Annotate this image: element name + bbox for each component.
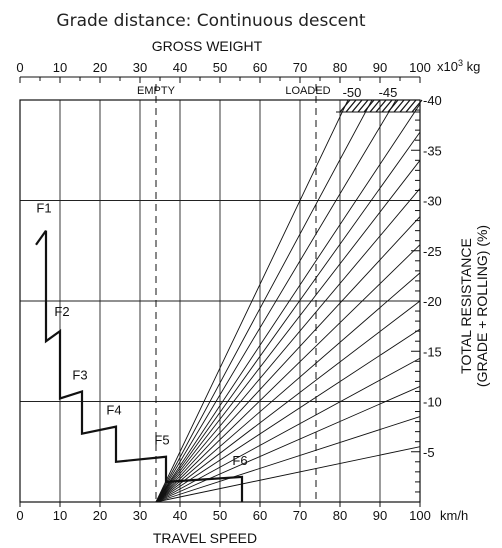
bottom-axis-tick-label: 70 [293, 508, 307, 523]
hatch-stroke [381, 99, 393, 113]
right-axis-ticks: -40 -35 -30 -25 -20 -15 -10 -5 [411, 93, 442, 493]
right-axis-tick-label: -20 [423, 294, 442, 309]
right-axis-label-line2: (GRADE + ROLLING) (%) [474, 225, 490, 387]
gear-label-f4: F4 [106, 403, 121, 418]
top-axis-unit-prefix: x10 [437, 59, 458, 74]
resistance-line [155, 328, 421, 503]
hatch-stroke [375, 99, 387, 113]
top-axis-tick-label: 30 [133, 60, 147, 75]
gear-label-f2: F2 [54, 304, 69, 319]
gear-curve-start [35, 230, 47, 246]
resistance-line [155, 386, 421, 503]
right-axis-title: TOTAL RESISTANCE (GRADE + ROLLING) (%) [458, 225, 490, 387]
resistance-line [155, 99, 373, 503]
bottom-axis-ticks: 0 10 20 30 40 50 60 70 80 90 100 [16, 502, 431, 523]
resistance-line [155, 300, 421, 503]
right-axis-tick-label: -15 [423, 344, 442, 359]
top-axis-tick-label: 80 [333, 60, 347, 75]
resistance-line [155, 99, 349, 503]
resistance-top-label: -45 [379, 85, 398, 100]
bottom-axis-tick-label: 90 [373, 508, 387, 523]
gear-label-f5: F5 [154, 433, 169, 448]
gear-label-f6: F6 [232, 453, 247, 468]
empty-label: EMPTY [137, 85, 176, 97]
resistance-line [155, 416, 421, 503]
resistance-line [155, 103, 421, 503]
bottom-axis-label: TRAVEL SPEED [153, 530, 257, 546]
top-axis-tick-label: 20 [93, 60, 107, 75]
right-axis-tick-label: -10 [423, 395, 442, 410]
resistance-line [155, 99, 397, 503]
top-axis-tick-label: 50 [213, 60, 227, 75]
resistance-line [155, 188, 421, 503]
bottom-axis-tick-label: 30 [133, 508, 147, 523]
resistance-top-label: -50 [343, 85, 362, 100]
bottom-axis-tick-label: 60 [253, 508, 267, 523]
gear-curve-line [44, 230, 244, 502]
top-axis-tick-label: 60 [253, 60, 267, 75]
bottom-axis-tick-label: 80 [333, 508, 347, 523]
hatch-stroke [345, 99, 357, 113]
top-axis-tick-label: 10 [53, 60, 67, 75]
top-axis-tick-label: 70 [293, 60, 307, 75]
bottom-axis-tick-label: 10 [53, 508, 67, 523]
resistance-line [155, 357, 421, 503]
top-axis-ticks: 0 10 20 30 40 50 60 70 80 90 100 [16, 60, 431, 83]
resistance-line [155, 446, 421, 503]
top-axis-tick-label: 40 [173, 60, 187, 75]
bottom-axis-tick-label: 0 [16, 508, 23, 523]
right-axis-label-line1: TOTAL RESISTANCE [458, 238, 474, 374]
resistance-line [155, 160, 421, 503]
hatch-stroke [393, 99, 405, 113]
resistance-line [155, 244, 421, 503]
hatch-stroke [351, 99, 363, 113]
gear-curve: F1 F2 F3 F4 F5 F6 [35, 201, 248, 502]
right-axis-tick-label: -30 [423, 194, 442, 209]
bottom-axis-tick-label: 20 [93, 508, 107, 523]
hatch-stroke [405, 99, 417, 113]
right-axis-tick-label: -5 [423, 445, 435, 460]
top-axis-label: GROSS WEIGHT [152, 38, 263, 54]
hatch-stroke [399, 99, 411, 113]
top-axis-tick-label: 90 [373, 60, 387, 75]
resistance-line [155, 216, 421, 503]
chart-title: Grade distance: Continuous descent [56, 11, 366, 31]
right-axis-tick-label: -25 [423, 244, 442, 259]
top-axis-unit-exp: 3 [458, 58, 463, 68]
top-right-hatch: -50 -45 [336, 85, 423, 113]
right-axis-tick-label: -40 [423, 93, 442, 108]
top-axis-unit-suffix: kg [463, 59, 480, 74]
bottom-axis-tick-label: 100 [409, 508, 431, 523]
resistance-line [155, 272, 421, 503]
right-axis-tick-label: -35 [423, 143, 442, 158]
bottom-axis-tick-label: 50 [213, 508, 227, 523]
resistance-line [155, 131, 421, 503]
bottom-axis-unit: km/h [440, 508, 468, 523]
loaded-label: LOADED [285, 85, 330, 97]
gear-label-f3: F3 [72, 367, 87, 382]
top-axis-tick-label: 0 [16, 60, 23, 75]
resistance-lines [155, 99, 421, 503]
top-axis-unit: x103 kg [437, 58, 480, 74]
bottom-axis-tick-label: 40 [173, 508, 187, 523]
hatch-stroke [369, 99, 381, 113]
hatch-stroke [357, 99, 369, 113]
top-axis-tick-label: 100 [409, 60, 431, 75]
gear-label-f1: F1 [36, 201, 51, 216]
